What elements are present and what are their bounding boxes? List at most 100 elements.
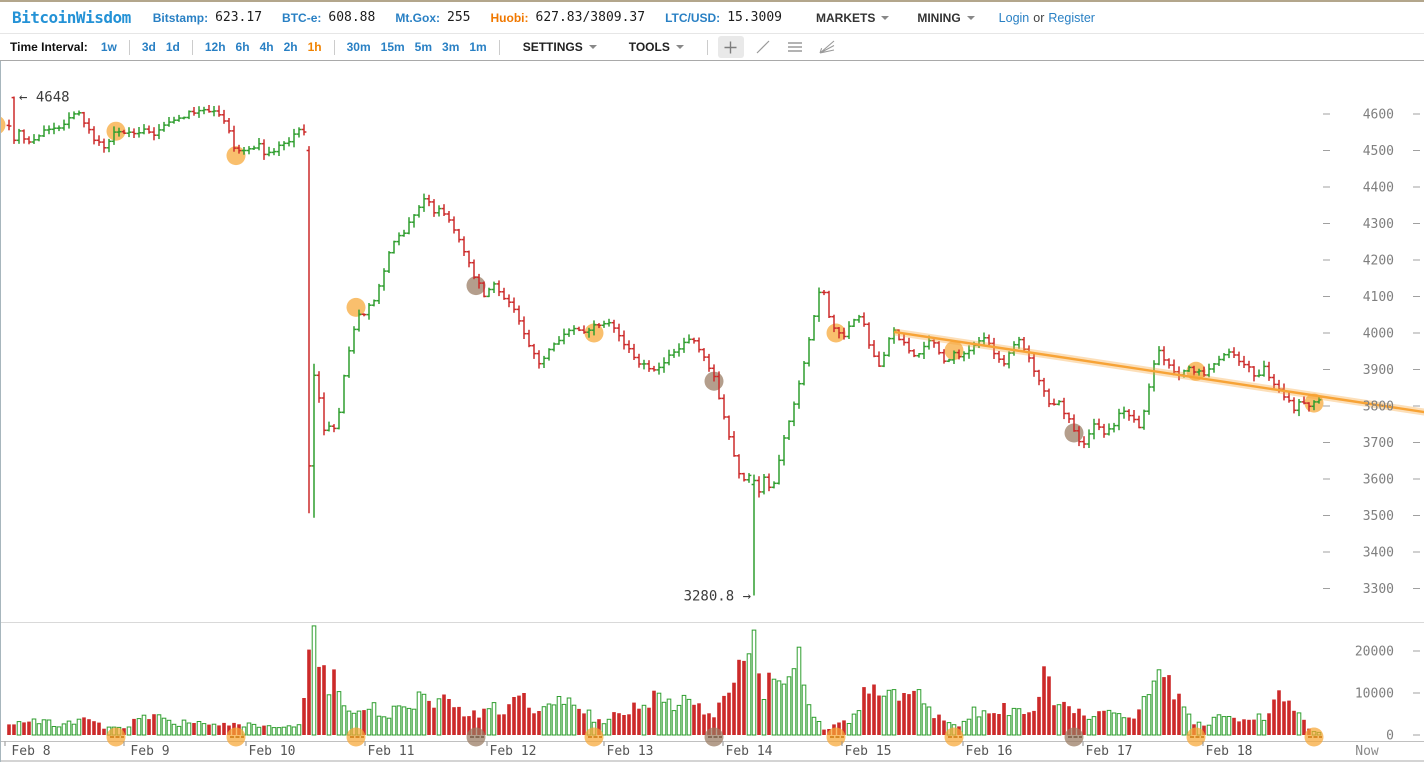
svg-text:Feb 15: Feb 15: [845, 744, 892, 759]
tools-menu-label: TOOLS: [628, 40, 670, 54]
svg-text:20000: 20000: [1355, 645, 1394, 660]
ticker-label: BTC-e:: [282, 10, 322, 25]
chart-area: 3300 3400 3500 3600 3700 3800 3900 4000 4100 4200…: [0, 61, 1424, 762]
interval-3d[interactable]: 3d: [141, 40, 156, 54]
ticker-label: Huobi:: [490, 10, 529, 25]
svg-text:3300: 3300: [1363, 582, 1394, 597]
toolbar-divider: [706, 39, 708, 55]
price-annotations: ← 4648 3280.8 →: [19, 90, 751, 605]
svg-text:Feb 12: Feb 12: [490, 744, 537, 759]
settings-menu[interactable]: SETTINGS: [523, 40, 597, 54]
svg-text:Feb 11: Feb 11: [368, 744, 415, 759]
interval-12h[interactable]: 12h: [204, 40, 226, 54]
ticker-value: 255: [447, 10, 471, 25]
panel-borders: [1, 622, 1424, 762]
interval-30m[interactable]: 30m: [346, 40, 371, 54]
ticker-huobi[interactable]: Huobi: 627.83/3809.37: [491, 10, 646, 25]
svg-text:4400: 4400: [1363, 181, 1394, 196]
ticker-mtgox[interactable]: Mt.Gox: 255: [395, 10, 470, 25]
interval-4h[interactable]: 4h: [259, 40, 274, 54]
caret-down-icon: [966, 15, 975, 20]
svg-text:Feb 17: Feb 17: [1086, 744, 1133, 759]
svg-text:Feb 10: Feb 10: [249, 744, 296, 759]
ohlc-bars: [6, 96, 1322, 596]
register-link[interactable]: Register: [1048, 10, 1095, 25]
crosshair-icon: [724, 41, 737, 53]
svg-text:3500: 3500: [1363, 509, 1394, 524]
svg-text:Feb 13: Feb 13: [607, 744, 654, 759]
top-header: BitcoinWisdom Bitstamp: 623.17 BTC-e: 60…: [0, 2, 1424, 34]
interval-3m[interactable]: 3m: [442, 40, 460, 54]
chart-toolbar: Time Interval: 1w 3d 1d 12h 6h 4h 2h 1h …: [0, 34, 1424, 61]
mining-menu-label: MINING: [917, 10, 961, 25]
ticker-btce[interactable]: BTC-e: 608.88: [282, 10, 375, 25]
interval-5m[interactable]: 5m: [414, 40, 433, 54]
ticker-bitstamp[interactable]: Bitstamp: 623.17: [153, 10, 262, 25]
trendline-tool-button[interactable]: [750, 36, 776, 58]
svg-text:4300: 4300: [1363, 217, 1394, 232]
settings-menu-label: SETTINGS: [522, 40, 583, 54]
ticker-label: Bitstamp:: [152, 10, 209, 25]
interval-1d[interactable]: 1d: [165, 40, 180, 54]
crosshair-tool-button[interactable]: [717, 36, 744, 58]
svg-text:← 4648: ← 4648: [19, 90, 70, 106]
interval-2h[interactable]: 2h: [283, 40, 298, 54]
toolbar-divider: [333, 39, 335, 55]
toolbar-divider: [191, 39, 193, 55]
ticker-ltcusd[interactable]: LTC/USD: 15.3009: [665, 10, 782, 25]
ticker-label: LTC/USD:: [665, 10, 721, 25]
trendline-annotation[interactable]: [893, 328, 1424, 416]
svg-text:Feb 16: Feb 16: [966, 744, 1013, 759]
auth-links: Login or Register: [999, 11, 1095, 25]
volume-bars: [7, 625, 1322, 736]
interval-1h[interactable]: 1h: [307, 40, 322, 54]
trendline-icon: [756, 40, 770, 54]
svg-text:4200: 4200: [1363, 254, 1394, 269]
caret-down-icon: [675, 45, 684, 49]
auth-or-text: or: [1033, 10, 1045, 25]
svg-text:Feb 8: Feb 8: [11, 744, 50, 759]
svg-text:3800: 3800: [1363, 400, 1394, 415]
svg-text:10000: 10000: [1355, 687, 1394, 702]
price-marker-bubbles: [1, 116, 1324, 443]
horizontal-lines-tool-button[interactable]: [782, 36, 808, 58]
markets-menu[interactable]: MARKETS: [815, 10, 890, 25]
toolbar-divider: [498, 39, 500, 55]
svg-text:4600: 4600: [1363, 108, 1394, 123]
svg-text:3280.8 →: 3280.8 →: [684, 588, 751, 604]
svg-text:3400: 3400: [1363, 546, 1394, 561]
svg-text:Feb 14: Feb 14: [726, 744, 773, 759]
svg-text:3900: 3900: [1363, 363, 1394, 378]
svg-text:4100: 4100: [1363, 290, 1394, 305]
interval-1m[interactable]: 1m: [469, 40, 487, 54]
svg-text:3600: 3600: [1363, 473, 1394, 488]
ticker-label: Mt.Gox:: [395, 10, 441, 25]
svg-text:3700: 3700: [1363, 436, 1394, 451]
price-volume-chart[interactable]: 3300 3400 3500 3600 3700 3800 3900 4000 4100 4200…: [1, 61, 1424, 762]
price-axis: 3300 3400 3500 3600 3700 3800 3900 4000 4100 4200…: [1323, 108, 1420, 597]
toolbar-divider: [128, 39, 130, 55]
interval-15m[interactable]: 15m: [380, 40, 405, 54]
ticker-value: 623.17: [215, 10, 263, 25]
svg-text:4500: 4500: [1363, 144, 1394, 159]
markets-menu-label: MARKETS: [815, 10, 876, 25]
ticker-value: 608.88: [328, 10, 376, 25]
fibonacci-fan-icon: [819, 40, 835, 54]
svg-text:Feb 18: Feb 18: [1206, 744, 1253, 759]
date-axis: Feb 8 Feb 9 Feb 10 Feb 11 Feb 12 Feb 13 Feb 14…: [4, 741, 1379, 759]
svg-text:4000: 4000: [1363, 327, 1394, 342]
volume-axis: 0 10000 20000: [1355, 645, 1420, 744]
horizontal-lines-icon: [787, 42, 802, 52]
fibonacci-fan-tool-button[interactable]: [814, 36, 840, 58]
svg-text:0: 0: [1386, 729, 1394, 744]
mining-menu[interactable]: MINING: [917, 10, 975, 25]
caret-down-icon: [588, 45, 597, 49]
ticker-value: 15.3009: [727, 10, 782, 25]
interval-6h[interactable]: 6h: [235, 40, 250, 54]
tools-menu[interactable]: TOOLS: [629, 40, 684, 54]
caret-down-icon: [881, 15, 890, 20]
ticker-value: 627.83/3809.37: [535, 10, 646, 25]
login-link[interactable]: Login: [998, 10, 1030, 25]
site-logo[interactable]: BitcoinWisdom: [12, 8, 131, 27]
interval-1w[interactable]: 1w: [100, 40, 117, 54]
